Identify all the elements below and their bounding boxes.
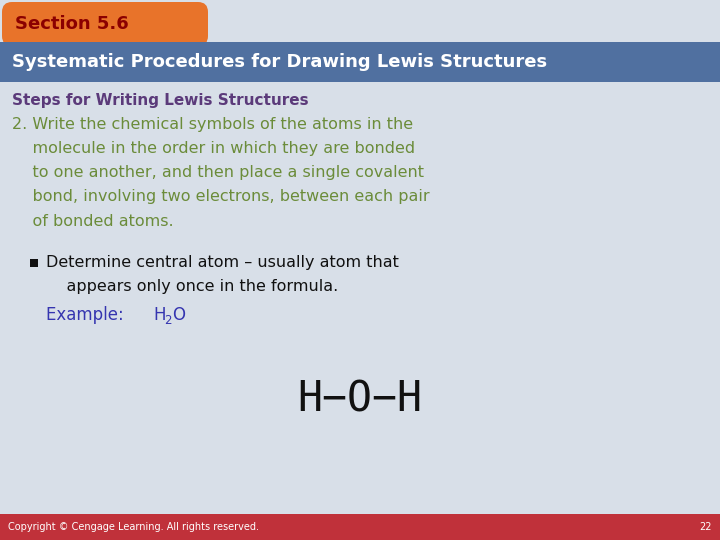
Text: 22: 22 xyxy=(700,522,712,532)
Text: H−O−H: H−O−H xyxy=(297,379,423,421)
Text: O: O xyxy=(172,306,185,324)
Text: Determine central atom – usually atom that: Determine central atom – usually atom th… xyxy=(46,254,399,269)
Text: 2. Write the chemical symbols of the atoms in the: 2. Write the chemical symbols of the ato… xyxy=(12,118,413,132)
Text: appears only once in the formula.: appears only once in the formula. xyxy=(46,279,338,294)
Bar xyxy=(30,259,38,267)
Text: Copyright © Cengage Learning. All rights reserved.: Copyright © Cengage Learning. All rights… xyxy=(8,522,259,532)
Text: Section 5.6: Section 5.6 xyxy=(15,15,129,33)
Text: Steps for Writing Lewis Structures: Steps for Writing Lewis Structures xyxy=(12,92,309,107)
FancyBboxPatch shape xyxy=(2,2,208,46)
Text: molecule in the order in which they are bonded: molecule in the order in which they are … xyxy=(12,141,415,157)
Text: of bonded atoms.: of bonded atoms. xyxy=(12,213,174,228)
Bar xyxy=(0,514,720,540)
Text: Systematic Procedures for Drawing Lewis Structures: Systematic Procedures for Drawing Lewis … xyxy=(12,53,547,71)
Text: H: H xyxy=(153,306,166,324)
Bar xyxy=(0,42,720,82)
Text: bond, involving two electrons, between each pair: bond, involving two electrons, between e… xyxy=(12,190,430,205)
Text: to one another, and then place a single covalent: to one another, and then place a single … xyxy=(12,165,424,180)
Text: 2: 2 xyxy=(164,314,171,327)
Text: Example:: Example: xyxy=(46,306,134,324)
